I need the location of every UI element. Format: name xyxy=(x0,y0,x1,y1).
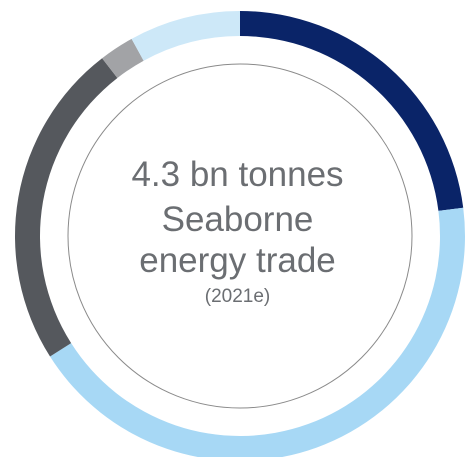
center-line-1: 4.3 bn tonnes xyxy=(131,155,344,194)
donut-slice-1 xyxy=(240,11,464,211)
inner-circle-outline xyxy=(67,63,413,409)
donut-slice-5 xyxy=(131,11,240,61)
center-line-4: (2021e) xyxy=(204,286,271,307)
center-line-3: energy trade xyxy=(139,241,336,280)
donut-slice-4 xyxy=(102,38,144,78)
center-line-2: Seaborne xyxy=(161,200,314,239)
donut-slices xyxy=(15,11,465,457)
donut-slice-3 xyxy=(15,58,118,357)
